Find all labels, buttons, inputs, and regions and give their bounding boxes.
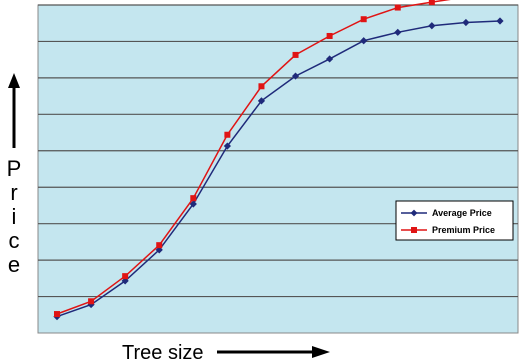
data-point	[394, 4, 401, 11]
data-point	[360, 37, 368, 45]
y-axis-label-letter: r	[10, 180, 17, 205]
legend: Average Price Premium Price	[395, 200, 514, 241]
legend-label: Premium Price	[432, 225, 495, 235]
data-point	[189, 200, 197, 208]
data-point	[292, 51, 299, 58]
data-point	[462, 18, 470, 27]
legend-item: Average Price	[401, 208, 492, 218]
data-point	[87, 300, 95, 309]
legend-label: Average Price	[432, 208, 492, 218]
data-point	[156, 242, 163, 249]
data-point	[224, 131, 231, 138]
data-point	[223, 142, 231, 150]
y-axis-label-letter: P	[7, 156, 22, 181]
y-axis-label-letter: i	[12, 204, 17, 229]
data-point	[428, 22, 436, 30]
data-point	[190, 195, 197, 202]
data-point	[54, 311, 60, 318]
data-point	[428, 0, 435, 6]
x-axis-arrow-head	[312, 346, 330, 358]
plot-area	[37, 4, 519, 334]
data-point	[122, 273, 129, 280]
data-point	[326, 55, 334, 63]
data-point	[496, 17, 504, 25]
gridlines	[38, 4, 518, 298]
data-point	[326, 32, 333, 39]
series-layer	[53, 0, 504, 321]
y-axis-label: Price	[7, 73, 22, 277]
series-premium-price	[54, 0, 451, 318]
data-point	[258, 83, 265, 90]
data-point	[291, 72, 300, 80]
data-point	[360, 16, 367, 23]
y-axis-arrow-head	[8, 73, 20, 88]
x-axis-label: Tree size	[122, 342, 330, 362]
data-point	[88, 298, 95, 305]
data-point	[257, 97, 266, 105]
y-axis-label-letter: c	[9, 228, 20, 253]
series-line	[56, 0, 451, 315]
series-line	[56, 20, 501, 318]
data-point	[394, 28, 402, 36]
legend-item: Premium Price	[401, 225, 495, 235]
x-axis-label-text: Tree size	[122, 342, 204, 362]
legend-box	[395, 200, 514, 241]
legend-swatch-marker	[411, 227, 417, 233]
legend-swatch-marker	[410, 209, 418, 217]
y-axis-label-text: Price	[7, 156, 22, 277]
y-axis-label-letter: e	[8, 252, 20, 277]
